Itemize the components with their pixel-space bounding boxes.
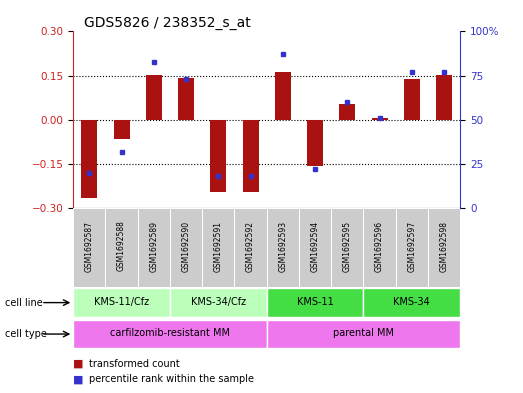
Bar (331, 208, 363, 287)
Text: transformed count: transformed count (89, 358, 180, 369)
Text: GSM1692595: GSM1692595 (343, 220, 352, 272)
Bar (267, 288, 363, 317)
Bar (234, 208, 267, 287)
Text: KMS-34/Cfz: KMS-34/Cfz (191, 297, 246, 307)
Text: GDS5826 / 238352_s_at: GDS5826 / 238352_s_at (84, 16, 251, 30)
Bar (307, 120, 323, 165)
Bar (81, 120, 97, 198)
Bar (267, 208, 299, 287)
Text: KMS-11: KMS-11 (297, 297, 334, 307)
Text: GSM1692591: GSM1692591 (214, 220, 223, 272)
Bar (243, 120, 259, 192)
Bar (170, 208, 202, 287)
Text: cell line: cell line (5, 298, 43, 308)
Text: GSM1692589: GSM1692589 (150, 220, 158, 272)
Text: KMS-11/Cfz: KMS-11/Cfz (94, 297, 149, 307)
Text: cell type: cell type (5, 329, 47, 339)
Text: parental MM: parental MM (333, 329, 394, 338)
Bar (210, 120, 226, 192)
Text: ■: ■ (73, 358, 84, 369)
Text: KMS-34: KMS-34 (393, 297, 430, 307)
Bar (170, 288, 267, 317)
Text: GSM1692592: GSM1692592 (246, 220, 255, 272)
Bar (146, 75, 162, 120)
Bar (178, 78, 194, 120)
Text: GSM1692588: GSM1692588 (117, 220, 126, 272)
Text: GSM1692590: GSM1692590 (181, 220, 190, 272)
Text: carfilzomib-resistant MM: carfilzomib-resistant MM (110, 329, 230, 338)
Bar (138, 208, 170, 287)
Bar (113, 120, 130, 139)
Bar (73, 208, 106, 287)
Bar (436, 75, 452, 120)
Bar (106, 208, 138, 287)
Text: GSM1692597: GSM1692597 (407, 220, 416, 272)
Text: GSM1692587: GSM1692587 (85, 220, 94, 272)
Text: GSM1692598: GSM1692598 (440, 220, 449, 272)
Bar (339, 104, 356, 120)
Bar (371, 118, 388, 120)
Bar (363, 208, 396, 287)
Text: GSM1692594: GSM1692594 (311, 220, 320, 272)
Bar (363, 288, 460, 317)
Text: ■: ■ (73, 374, 84, 384)
Bar (275, 72, 291, 120)
Text: GSM1692593: GSM1692593 (278, 220, 287, 272)
Bar (73, 320, 267, 348)
Bar (267, 320, 460, 348)
Bar (299, 208, 331, 287)
Bar (73, 288, 170, 317)
Bar (396, 208, 428, 287)
Bar (428, 208, 460, 287)
Text: percentile rank within the sample: percentile rank within the sample (89, 374, 254, 384)
Text: GSM1692596: GSM1692596 (375, 220, 384, 272)
Bar (202, 208, 234, 287)
Bar (404, 79, 420, 120)
